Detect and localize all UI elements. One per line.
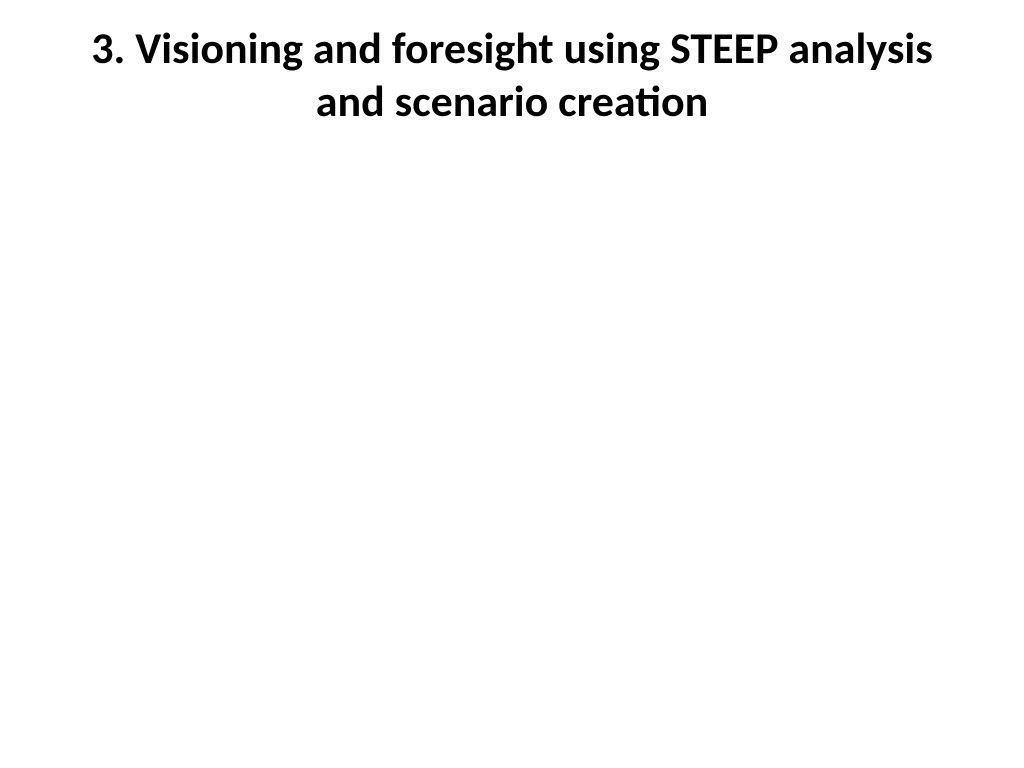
slide-title: 3. Visioning and foresight using STEEP a… (65, 22, 959, 128)
slide-container: 3. Visioning and foresight using STEEP a… (0, 0, 1024, 768)
